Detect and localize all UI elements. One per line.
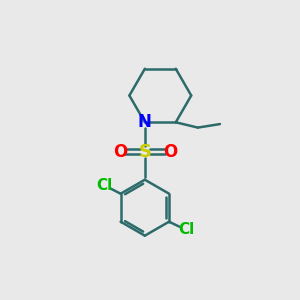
- Text: O: O: [163, 143, 177, 161]
- Text: Cl: Cl: [178, 222, 195, 237]
- Text: O: O: [113, 143, 127, 161]
- Text: S: S: [138, 143, 151, 161]
- Text: Cl: Cl: [96, 178, 112, 193]
- Text: N: N: [138, 113, 152, 131]
